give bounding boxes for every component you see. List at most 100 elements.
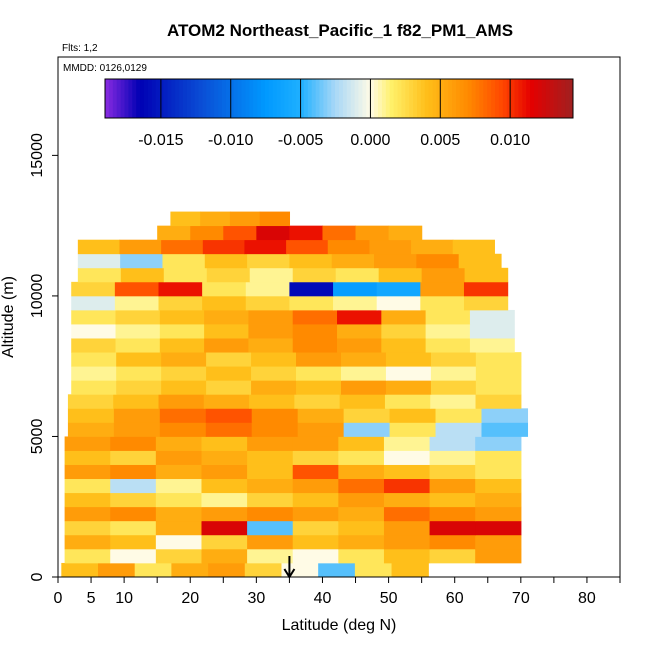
heatmap-cell bbox=[206, 366, 252, 381]
heatmap-cell bbox=[245, 295, 291, 311]
y-tick-label: 10000 bbox=[29, 274, 46, 319]
heatmap-cell bbox=[463, 295, 509, 311]
heatmap-cell bbox=[248, 338, 294, 353]
heatmap-cell bbox=[202, 295, 247, 311]
heatmap-cell bbox=[385, 352, 432, 367]
heatmap-cell bbox=[110, 520, 157, 536]
colorbar-swatch bbox=[218, 79, 223, 118]
heatmap-cell bbox=[292, 464, 339, 480]
heatmap-cell bbox=[155, 548, 203, 564]
heatmap-cell bbox=[322, 225, 357, 241]
heatmap-cell bbox=[383, 548, 431, 564]
colorbar-tick-label: 0.005 bbox=[420, 132, 460, 149]
heatmap-cell bbox=[384, 394, 431, 409]
heatmap-cell bbox=[244, 239, 287, 255]
heatmap-cell bbox=[159, 422, 207, 437]
heatmap-cell bbox=[190, 225, 224, 241]
heatmap-cell bbox=[163, 267, 208, 283]
x-tick-label: 40 bbox=[314, 590, 332, 607]
heatmap-cell bbox=[420, 281, 465, 297]
heatmap-cell bbox=[452, 239, 495, 255]
colorbar-swatch bbox=[112, 79, 118, 118]
heatmap-cell bbox=[201, 478, 248, 494]
heatmap-cell bbox=[475, 478, 522, 494]
heatmap-cell bbox=[318, 562, 356, 578]
heatmap-cell bbox=[201, 506, 248, 522]
heatmap-cell bbox=[61, 562, 99, 578]
heatmap-cell bbox=[159, 338, 205, 353]
colorbar-swatch bbox=[159, 79, 164, 118]
heatmap-cell bbox=[475, 352, 522, 367]
heatmap-cell bbox=[110, 548, 157, 564]
heatmap-cell bbox=[475, 464, 522, 480]
heatmap-cell bbox=[251, 380, 297, 395]
heatmap-cell bbox=[158, 281, 203, 297]
heatmap-cell bbox=[292, 520, 339, 536]
heatmap-cell bbox=[77, 253, 121, 269]
heatmap-cell bbox=[389, 422, 437, 437]
heatmap-cell bbox=[296, 366, 342, 381]
colorbar-swatch bbox=[561, 79, 566, 118]
heatmap-cell bbox=[481, 408, 529, 423]
colorbar-swatch bbox=[413, 79, 418, 118]
heatmap-cell bbox=[162, 253, 206, 269]
heatmap-cell bbox=[378, 267, 423, 283]
colorbar-swatch bbox=[549, 79, 554, 118]
colorbar-swatch bbox=[354, 79, 359, 118]
heatmap-cell bbox=[475, 534, 522, 550]
heatmap-cell bbox=[155, 534, 203, 550]
colorbar-swatch bbox=[296, 79, 301, 118]
colorbar-swatch bbox=[565, 79, 570, 118]
x-tick-label: 80 bbox=[578, 590, 596, 607]
colorbar-swatch bbox=[268, 79, 274, 118]
heatmap-cell bbox=[251, 408, 299, 423]
y-tick-label: 15000 bbox=[29, 133, 46, 178]
heatmap-cell bbox=[247, 436, 294, 451]
heatmap-cell bbox=[155, 436, 203, 451]
heatmap-cell bbox=[292, 492, 339, 508]
heatmap-cell bbox=[247, 492, 294, 508]
colorbar-swatch bbox=[522, 79, 527, 118]
colorbar-tick-label: -0.015 bbox=[138, 132, 183, 149]
colorbar-swatch bbox=[495, 79, 500, 118]
heatmap-cell bbox=[67, 422, 115, 437]
heatmap-cell bbox=[67, 394, 114, 409]
heatmap-cell bbox=[206, 380, 252, 395]
colorbar-swatch bbox=[506, 79, 512, 118]
heatmap-cell bbox=[416, 253, 460, 269]
heatmap-cell bbox=[202, 281, 247, 297]
colorbar-swatch bbox=[471, 79, 476, 118]
x-tick-label: 10 bbox=[115, 590, 133, 607]
heatmap-cell bbox=[337, 324, 382, 339]
heatmap-cell bbox=[430, 352, 477, 367]
heatmap-cell bbox=[435, 422, 483, 437]
heatmap-cell bbox=[389, 408, 437, 423]
heatmap-cell bbox=[203, 394, 250, 409]
heatmap-cell bbox=[206, 352, 252, 367]
heatmap-cell bbox=[338, 548, 385, 564]
heatmap-cell bbox=[110, 464, 157, 480]
colorbar-swatch bbox=[448, 79, 453, 118]
colorbar-swatch bbox=[245, 79, 250, 118]
heatmap-cell bbox=[385, 366, 432, 381]
heatmap-cell bbox=[383, 464, 431, 480]
heatmap-cell bbox=[338, 534, 385, 550]
heatmap-cell bbox=[159, 408, 207, 423]
colorbar-swatch bbox=[534, 79, 539, 118]
heatmap-cell bbox=[469, 338, 515, 353]
colorbar-swatch bbox=[241, 79, 246, 118]
heatmap-cell bbox=[343, 422, 391, 437]
colorbar-swatch bbox=[280, 79, 285, 118]
colorbar-swatch bbox=[140, 79, 145, 118]
heatmap-cell bbox=[155, 506, 203, 522]
heatmap-cell bbox=[421, 267, 466, 283]
heatmap-cell bbox=[201, 450, 248, 465]
colorbar-swatch bbox=[526, 79, 531, 118]
heatmap-cell bbox=[251, 352, 297, 367]
heatmap-cell bbox=[289, 295, 334, 311]
colorbar-swatch bbox=[210, 79, 215, 118]
heatmap-cell bbox=[205, 422, 253, 437]
heatmap-cell bbox=[205, 408, 253, 423]
x-tick-label: 5 bbox=[87, 590, 96, 607]
colorbar-swatch bbox=[479, 79, 484, 118]
